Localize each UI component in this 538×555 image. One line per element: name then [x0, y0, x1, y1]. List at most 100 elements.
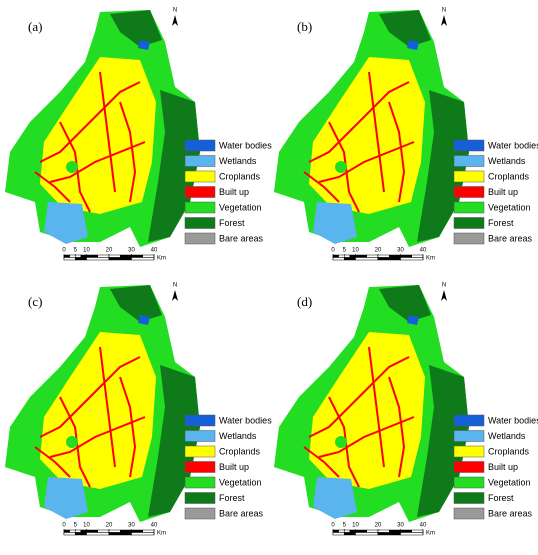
scale-seg	[86, 257, 110, 261]
legend-label: Wetlands	[219, 156, 257, 166]
scale-seg	[332, 257, 345, 261]
scale-seg	[120, 529, 132, 533]
legend-label: Water bodies	[488, 415, 538, 425]
scale-unit: Km	[426, 256, 435, 262]
legend-label: Built up	[219, 187, 249, 197]
north-label: N	[173, 283, 177, 289]
scale-seg	[131, 529, 143, 533]
legend-label: Wetlands	[488, 431, 526, 441]
scale-label: 10	[83, 523, 90, 529]
scale-seg	[97, 254, 110, 258]
scale-seg	[131, 532, 155, 536]
panel: (c) N Water bodies Wetlands Croplands Built u…	[5, 283, 272, 537]
north-arrow	[441, 15, 447, 26]
scale-label: 20	[375, 523, 382, 529]
scale-seg	[355, 257, 379, 261]
panel-label: (a)	[28, 19, 42, 34]
north-label: N	[442, 283, 446, 289]
scale-label: 40	[151, 523, 158, 529]
north-arrow	[172, 290, 178, 301]
scale-label: 0	[62, 523, 66, 529]
panel: (d) N Water bodies Wetlands Croplands Built u…	[274, 283, 538, 537]
legend-swatch	[184, 476, 216, 489]
map	[274, 10, 469, 247]
scale-seg	[377, 257, 401, 261]
scale-seg	[355, 529, 367, 533]
scale-label: 30	[397, 523, 404, 529]
legend-label: Vegetation	[488, 477, 531, 487]
scale-label: 30	[397, 248, 404, 254]
legend-swatch	[184, 217, 216, 229]
scale-seg	[389, 254, 401, 258]
legend-swatch	[453, 414, 485, 427]
scale-seg	[86, 532, 110, 536]
north-arrow	[172, 15, 178, 26]
legend-label: Bare areas	[488, 508, 533, 518]
scale-seg	[349, 254, 356, 258]
scale-label: 0	[62, 248, 66, 254]
scale-seg	[80, 254, 87, 258]
legend-label: Wetlands	[219, 431, 257, 441]
scale-seg	[69, 529, 76, 533]
scale-label: 5	[74, 523, 78, 529]
legend-label: Built up	[488, 462, 518, 472]
panel: (a) N Water bodies Wetlands Croplands Built u…	[5, 8, 272, 262]
legend-swatch	[184, 414, 216, 427]
scale-label: 0	[331, 248, 335, 254]
scale-seg	[332, 529, 339, 533]
scale-seg	[332, 532, 345, 536]
legend-label: Forest	[488, 218, 514, 228]
legend-label: Croplands	[219, 171, 261, 181]
scale-seg	[86, 529, 98, 533]
legend-swatch	[453, 139, 485, 152]
scale-seg	[63, 529, 70, 533]
scale-label: 20	[106, 248, 113, 254]
legend-label: Water bodies	[219, 415, 272, 425]
scale-seg	[344, 532, 356, 536]
legend-label: Water bodies	[488, 140, 538, 150]
scale-seg	[75, 532, 87, 536]
scale-label: 30	[128, 248, 135, 254]
scale-seg	[108, 532, 132, 536]
scale-seg	[63, 532, 76, 536]
scale-seg	[355, 254, 367, 258]
map	[5, 285, 200, 522]
scale-label: 20	[375, 248, 382, 254]
legend-label: Forest	[219, 218, 245, 228]
panel-label: (b)	[297, 19, 312, 34]
scale-seg	[75, 254, 82, 258]
legend-label: Croplands	[219, 446, 261, 456]
scale-label: 5	[343, 523, 347, 529]
legend-swatch	[184, 232, 216, 245]
scale-seg	[377, 529, 390, 533]
scale-label: 40	[420, 248, 427, 254]
legend-label: Forest	[488, 493, 514, 503]
legend-swatch	[184, 445, 216, 458]
scale-label: 10	[352, 248, 359, 254]
legend-label: Croplands	[488, 171, 530, 181]
map	[5, 10, 200, 247]
legend-label: Built up	[488, 187, 518, 197]
scale-seg	[142, 529, 155, 533]
legend-swatch	[453, 507, 485, 520]
scale-seg	[131, 254, 143, 258]
legend-swatch	[453, 232, 485, 245]
scale-label: 20	[106, 523, 113, 529]
legend-swatch	[184, 492, 216, 504]
scale-seg	[400, 257, 424, 261]
legend-swatch	[453, 155, 485, 167]
scale-seg	[80, 529, 87, 533]
scale-seg	[411, 254, 424, 258]
scale-label: 30	[128, 523, 135, 529]
legend-label: Vegetation	[219, 477, 262, 487]
scale-label: 10	[83, 248, 90, 254]
scale-seg	[75, 257, 87, 261]
legend-label: Bare areas	[219, 233, 264, 243]
scale-seg	[389, 529, 401, 533]
legend-label: Wetlands	[488, 156, 526, 166]
scale-seg	[355, 532, 379, 536]
legend-label: Forest	[219, 493, 245, 503]
panel-label: (d)	[297, 294, 312, 309]
legend-swatch	[184, 507, 216, 520]
